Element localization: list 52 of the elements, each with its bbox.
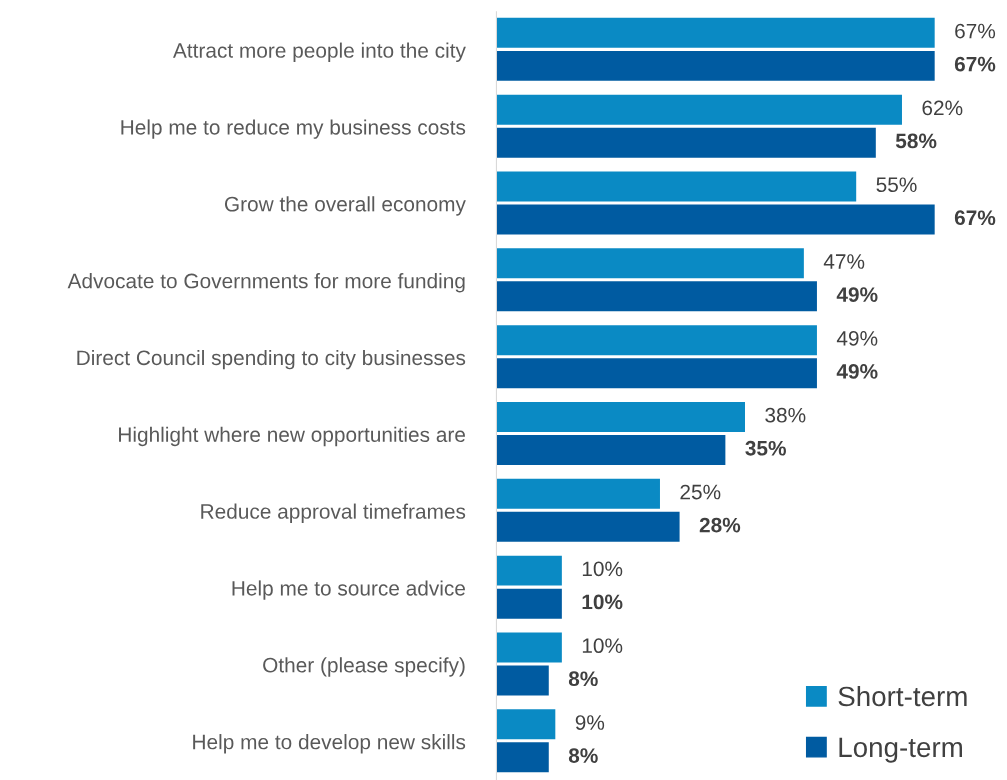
bar: [496, 742, 549, 773]
bar: [496, 94, 902, 125]
bar: [496, 511, 680, 542]
data-label: 25%: [680, 484, 721, 500]
bar: [496, 588, 562, 619]
y-tick-label: Advocate to Governments for more funding: [67, 273, 465, 293]
data-label: 58%: [895, 133, 937, 149]
bar: [496, 632, 562, 663]
bar: [496, 665, 549, 696]
data-label: 67%: [954, 56, 996, 72]
y-tick-label: Help me to reduce my business costs: [121, 119, 466, 139]
data-label: 10%: [582, 638, 623, 654]
data-label: 8%: [568, 748, 598, 763]
bar: [496, 555, 562, 586]
data-label: 49%: [836, 330, 878, 346]
y-tick-label: Other (please specify): [263, 657, 465, 677]
data-label: 38%: [765, 407, 806, 423]
y-tick-label: Attract more people into the city: [172, 42, 466, 62]
bar: [496, 17, 935, 48]
bar: [496, 171, 857, 202]
data-label: 67%: [955, 23, 996, 39]
data-label: 10%: [582, 561, 623, 577]
bar: [496, 281, 817, 312]
data-label: 8%: [568, 671, 598, 687]
bar: [496, 358, 817, 389]
data-label: 28%: [699, 517, 741, 533]
y-tick-label: Help me to source advice: [232, 580, 465, 600]
y-tick-label: Reduce approval timeframes: [201, 503, 466, 523]
data-label: 35%: [745, 440, 786, 456]
data-label: 62%: [922, 100, 963, 116]
data-label: 9%: [575, 715, 605, 730]
bar: [496, 127, 876, 158]
bar: [496, 204, 935, 235]
data-label: 49%: [836, 364, 878, 379]
bar: [496, 478, 660, 509]
data-label: 47%: [823, 254, 865, 269]
bar: [496, 325, 817, 356]
data-label: 10%: [582, 594, 623, 610]
y-tick-label: Direct Council spending to city businesses: [77, 349, 466, 370]
data-label: 49%: [836, 287, 878, 302]
legend-label: Short-term: [838, 685, 967, 707]
bar: [496, 50, 935, 81]
y-tick-label: Grow the overall economy: [224, 196, 466, 216]
y-tick-label: Highlight where new opportunities are: [119, 426, 465, 447]
bar: [496, 402, 745, 432]
legend-label: Long-term: [839, 737, 962, 763]
bar: [496, 248, 804, 279]
bar: [496, 435, 726, 465]
data-label: 55%: [876, 177, 917, 193]
data-label: 67%: [954, 210, 996, 226]
y-tick-label: Help me to develop new skills: [193, 734, 466, 754]
bar: [496, 709, 556, 740]
